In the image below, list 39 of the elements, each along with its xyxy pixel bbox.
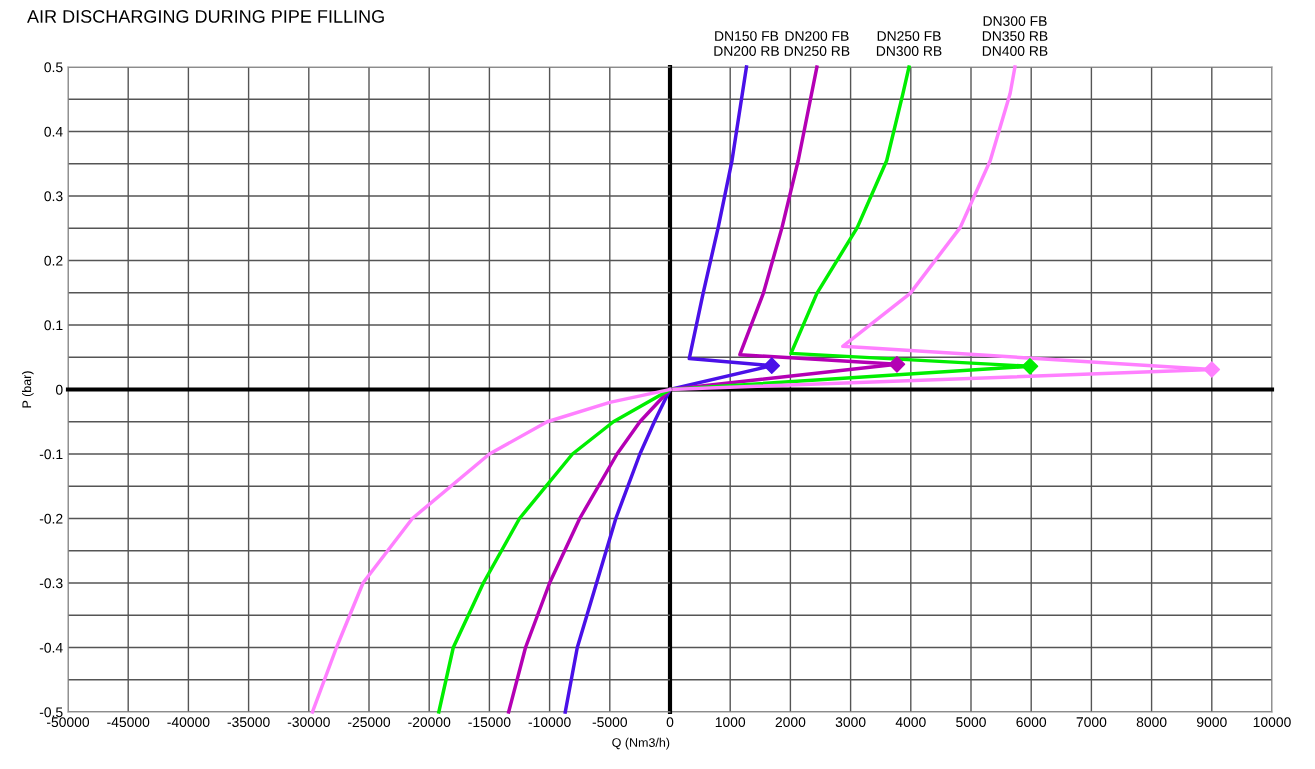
- x-tick-label: 6000: [1016, 717, 1047, 728]
- x-tick-label: -45000: [107, 717, 150, 728]
- x-tick-label: -15000: [468, 717, 511, 728]
- x-tick-label: 5000: [956, 717, 986, 728]
- x-tick-label: 3000: [835, 717, 866, 728]
- y-tick-label: -0.3: [39, 578, 63, 589]
- series-label: DN200 FB DN250 RB: [784, 31, 850, 56]
- y-tick-label: 0.4: [44, 126, 63, 137]
- x-tick-label: 2000: [775, 717, 806, 728]
- x-tick-label: 8000: [1136, 717, 1167, 728]
- y-tick-label: -0.2: [39, 513, 63, 524]
- y-tick-label: -0.4: [39, 642, 63, 653]
- x-tick-label: -30000: [287, 717, 330, 728]
- series-label: DN150 FB DN200 RB: [714, 31, 779, 56]
- x-tick-label: 9000: [1197, 717, 1227, 728]
- y-tick-label: 0.1: [44, 320, 63, 331]
- x-tick-label: -10000: [528, 717, 571, 728]
- y-axis-title: P (bar): [22, 371, 34, 408]
- x-tick-label: -5000: [592, 717, 628, 728]
- y-tick-label: -0.5: [39, 707, 63, 718]
- series-label: DN250 FB DN300 RB: [876, 31, 942, 56]
- x-tick-label: -50000: [47, 717, 90, 728]
- x-tick-label: 4000: [895, 717, 926, 728]
- x-tick-label: -20000: [408, 717, 451, 728]
- x-tick-label: -25000: [348, 717, 391, 728]
- x-tick-label: 10000: [1253, 717, 1291, 728]
- y-tick-label: 0.5: [44, 62, 63, 73]
- x-tick-label: 7000: [1076, 717, 1107, 728]
- x-tick-label: 0: [666, 717, 674, 728]
- x-tick-label: -40000: [167, 717, 210, 728]
- x-axis-title: Q (Nm3/h): [612, 737, 670, 750]
- y-tick-label: 0: [55, 384, 63, 395]
- x-tick-label: -35000: [227, 717, 270, 728]
- y-tick-label: 0.2: [44, 255, 63, 266]
- x-tick-label: 1000: [715, 717, 746, 728]
- y-tick-label: 0.3: [44, 191, 63, 202]
- text: DN300 FB DN350 RB DN400 RB: [982, 16, 1048, 56]
- y-tick-label: -0.1: [39, 449, 63, 460]
- chart-title: AIR DISCHARGING DURING PIPE FILLING: [27, 10, 384, 23]
